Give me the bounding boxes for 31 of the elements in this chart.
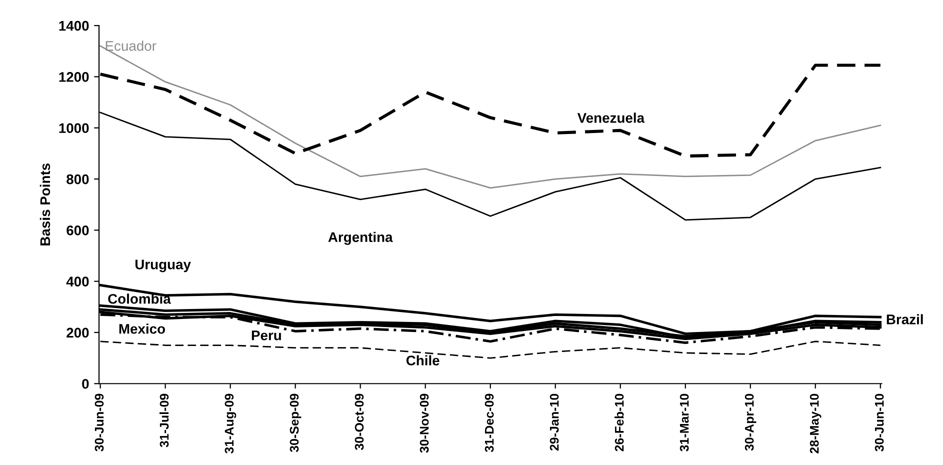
y-tick-label: 400 [66,276,89,286]
x-tick-label: 31-Jul-09 [159,394,169,448]
x-tick-label: 26-Feb-10 [614,394,624,452]
x-tick-label: 31-Aug-09 [224,394,236,454]
series-label: Mexico [119,324,165,334]
x-tick-label: 30-Sep-09 [290,394,302,452]
x-tick-label: 30-Jun-09 [94,394,104,452]
y-tick-label: 1400 [59,20,89,31]
x-tick-label: 31-Dec-09 [484,394,494,452]
series-label: Colombia [108,294,171,304]
y-tick-label: 0 [82,378,89,389]
y-tick-label: 800 [66,174,89,184]
y-tick-label: 600 [66,226,89,236]
y-tick-label: 1000 [59,123,89,134]
x-tick-label: 30-Jun-10 [874,394,884,452]
series-label: Brazil [886,314,923,324]
x-tick-label: 30-Nov-09 [420,394,429,453]
series-label: Ecuador [106,40,156,51]
series-label: Uruguay [135,260,191,272]
y-tick-label: 1200 [59,72,89,82]
series-label: Chile [406,355,440,366]
x-tick-label: 30-Apr-10 [744,394,756,451]
x-tick-label: 29-Jan-10 [550,394,559,451]
text: Argentina [328,232,393,245]
x-tick-label: 30-Oct-09 [354,394,364,450]
x-tick-label: 28-May-10 [810,394,822,454]
y-tick-label: 200 [66,328,89,338]
series-label: Peru [252,330,281,340]
y-axis-title: Basis Points [40,163,50,246]
x-tick-label: 31-Mar-10 [680,394,689,452]
series-label: Venezuela [577,112,645,123]
